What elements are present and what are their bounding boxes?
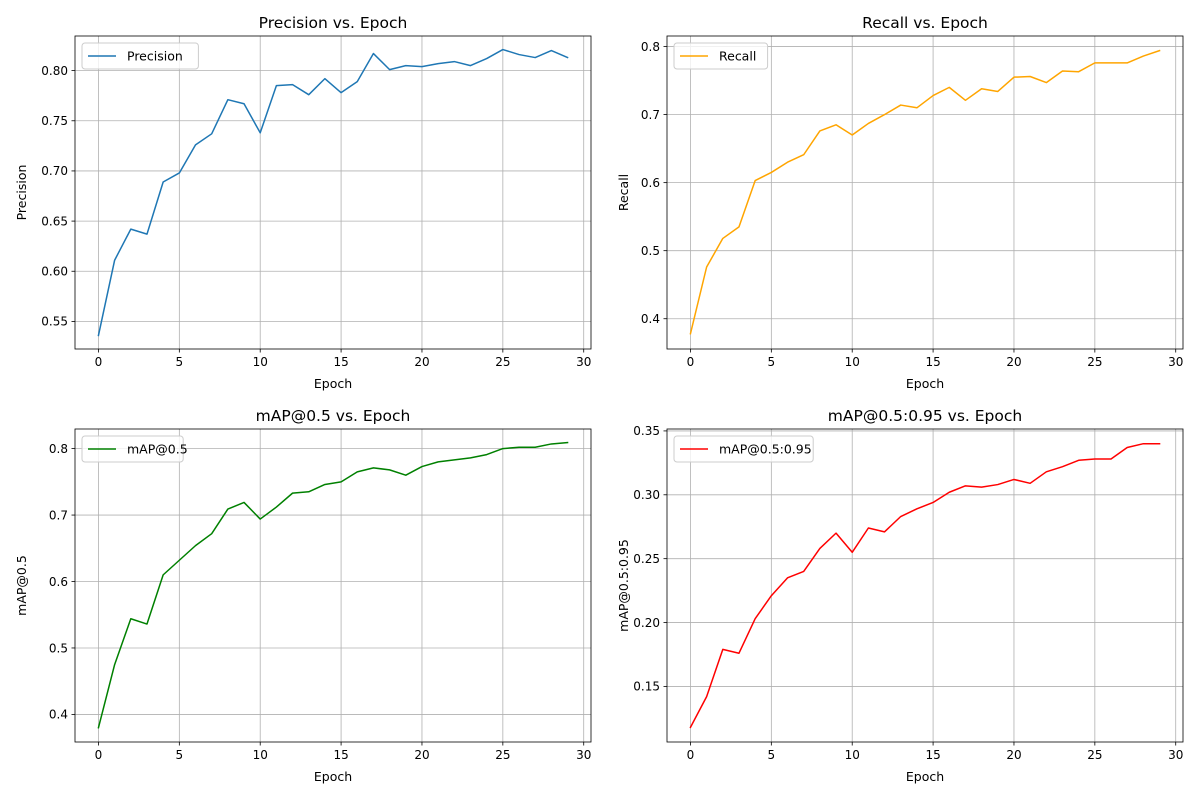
x-tick-label: 10 xyxy=(845,748,860,762)
x-tick-label: 10 xyxy=(253,355,268,369)
legend-label: Precision xyxy=(127,49,183,64)
chart-title: Recall vs. Epoch xyxy=(862,14,988,32)
y-axis-label: Recall xyxy=(616,174,631,211)
x-tick-label: 20 xyxy=(414,748,429,762)
y-axis-label: mAP@0.5 xyxy=(14,555,29,616)
x-tick-label: 5 xyxy=(176,355,184,369)
chart-panel-2: 0 5 10 15 20 25 30 0.4 0.5 0.6 0.7 0.8 Recall vs. Ep… xyxy=(616,14,1184,391)
chart-panel-1: 0 5 10 15 20 25 30 0.55 0.60 0.65 0.70 0.75 0.80 Prec… xyxy=(14,14,592,391)
legend: mAP@0.5:0.95 xyxy=(673,435,814,463)
x-axis-label: Epoch xyxy=(314,376,352,391)
legend-box xyxy=(673,435,814,463)
y-tick-label: 0.25 xyxy=(633,552,660,566)
legend-label: mAP@0.5:0.95 xyxy=(719,442,812,457)
y-tick-label: 0.7 xyxy=(641,108,660,122)
x-tick-label: 0 xyxy=(687,748,695,762)
legend: Precision xyxy=(81,42,199,70)
y-tick-label: 0.65 xyxy=(41,214,68,228)
y-tick-label: 0.30 xyxy=(633,488,660,502)
series-line xyxy=(689,49,1161,335)
y-tick-label: 0.70 xyxy=(41,164,68,178)
axes-frame xyxy=(666,35,1184,350)
y-tick-label: 0.55 xyxy=(41,315,68,329)
y-tick-label: 0.8 xyxy=(49,442,68,456)
x-tick-label: 25 xyxy=(1087,355,1102,369)
x-tick-label: 10 xyxy=(253,748,268,762)
x-tick-label: 5 xyxy=(768,748,776,762)
y-axis-label: Precision xyxy=(14,165,29,221)
x-tick-label: 15 xyxy=(333,748,348,762)
x-axis-label: Epoch xyxy=(906,769,944,784)
legend-box xyxy=(673,42,769,70)
x-tick-label: 30 xyxy=(1168,355,1183,369)
legend-box xyxy=(81,435,184,463)
y-tick-label: 0.75 xyxy=(41,114,68,128)
y-tick-label: 0.20 xyxy=(633,616,660,630)
y-tick-label: 0.6 xyxy=(49,575,68,589)
x-tick-label: 20 xyxy=(414,355,429,369)
x-tick-label: 5 xyxy=(176,748,184,762)
axes-frame xyxy=(666,428,1184,743)
x-tick-label: 10 xyxy=(845,355,860,369)
x-tick-label: 15 xyxy=(925,748,940,762)
x-tick-label: 15 xyxy=(925,355,940,369)
series-line xyxy=(97,48,569,337)
x-tick-label: 30 xyxy=(576,748,591,762)
x-tick-label: 20 xyxy=(1006,355,1021,369)
x-tick-label: 30 xyxy=(1168,748,1183,762)
x-tick-label: 5 xyxy=(768,355,776,369)
y-tick-label: 0.8 xyxy=(641,40,660,54)
series-line xyxy=(689,442,1161,729)
x-axis-label: Epoch xyxy=(906,376,944,391)
x-tick-label: 25 xyxy=(495,748,510,762)
y-tick-label: 0.4 xyxy=(641,312,660,326)
y-tick-label: 0.60 xyxy=(41,265,68,279)
legend-box xyxy=(81,42,199,70)
chart-title: mAP@0.5 vs. Epoch xyxy=(256,407,411,425)
y-tick-label: 0.6 xyxy=(641,176,660,190)
x-tick-label: 0 xyxy=(95,355,103,369)
x-tick-label: 0 xyxy=(95,748,103,762)
y-axis-label: mAP@0.5:0.95 xyxy=(616,539,631,632)
legend: mAP@0.5 xyxy=(81,435,188,463)
y-tick-label: 0.15 xyxy=(633,680,660,694)
x-tick-label: 20 xyxy=(1006,748,1021,762)
x-tick-label: 15 xyxy=(333,355,348,369)
chart-panel-4: 0 5 10 15 20 25 30 0.15 0.20 0.25 0.30 0.35 mAP@0.5:… xyxy=(616,407,1184,784)
legend-label: mAP@0.5 xyxy=(127,442,188,457)
chart-panel-3: 0 5 10 15 20 25 30 0.4 0.5 0.6 0.7 0.8 mAP@0.5 vs. E… xyxy=(14,407,592,784)
y-tick-label: 0.80 xyxy=(41,64,68,78)
chart-title: Precision vs. Epoch xyxy=(259,14,408,32)
legend: Recall xyxy=(673,42,769,70)
axes-frame xyxy=(74,428,592,743)
legend-label: Recall xyxy=(719,49,756,64)
x-axis-label: Epoch xyxy=(314,769,352,784)
y-tick-label: 0.5 xyxy=(641,244,660,258)
y-tick-label: 0.4 xyxy=(49,708,68,722)
axes-frame xyxy=(74,35,592,350)
y-tick-label: 0.35 xyxy=(633,424,660,438)
x-tick-label: 25 xyxy=(1087,748,1102,762)
x-tick-label: 30 xyxy=(576,355,591,369)
y-tick-label: 0.7 xyxy=(49,508,68,522)
x-tick-label: 25 xyxy=(495,355,510,369)
y-tick-label: 0.5 xyxy=(49,641,68,655)
x-tick-label: 0 xyxy=(687,355,695,369)
chart-title: mAP@0.5:0.95 vs. Epoch xyxy=(828,407,1022,425)
series-line xyxy=(97,441,569,729)
